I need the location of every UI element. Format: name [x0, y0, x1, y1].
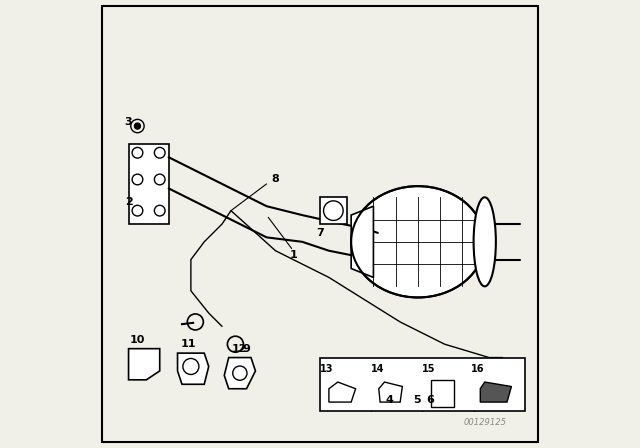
Text: 4: 4: [385, 395, 393, 405]
Polygon shape: [320, 197, 347, 224]
Text: 7: 7: [316, 228, 324, 238]
Text: 1: 1: [289, 250, 297, 260]
Circle shape: [154, 147, 165, 158]
Text: 11: 11: [181, 339, 196, 349]
Polygon shape: [177, 353, 209, 384]
Polygon shape: [129, 349, 160, 380]
Text: 9: 9: [243, 344, 250, 353]
Circle shape: [132, 147, 143, 158]
Circle shape: [154, 205, 165, 216]
Circle shape: [132, 205, 143, 216]
Circle shape: [154, 174, 165, 185]
Polygon shape: [431, 380, 454, 406]
Polygon shape: [224, 358, 255, 389]
Text: 5: 5: [413, 395, 421, 405]
Text: 3: 3: [125, 116, 132, 127]
Polygon shape: [351, 206, 373, 277]
Circle shape: [132, 174, 143, 185]
Text: 14: 14: [371, 364, 385, 374]
Polygon shape: [329, 382, 356, 402]
Polygon shape: [480, 382, 511, 402]
Text: 10: 10: [130, 335, 145, 345]
Text: 2: 2: [125, 197, 132, 207]
Circle shape: [134, 123, 141, 129]
Text: 00129125: 00129125: [464, 418, 507, 426]
Ellipse shape: [351, 186, 484, 297]
Text: 16: 16: [471, 364, 485, 374]
FancyBboxPatch shape: [320, 358, 525, 411]
Polygon shape: [129, 144, 168, 224]
Polygon shape: [379, 382, 403, 402]
Text: 13: 13: [320, 364, 333, 374]
Text: 8: 8: [271, 174, 279, 185]
Circle shape: [403, 378, 412, 387]
Text: 6: 6: [426, 395, 435, 405]
Ellipse shape: [474, 197, 496, 286]
Text: 15: 15: [422, 364, 436, 374]
Text: 12: 12: [232, 344, 248, 353]
